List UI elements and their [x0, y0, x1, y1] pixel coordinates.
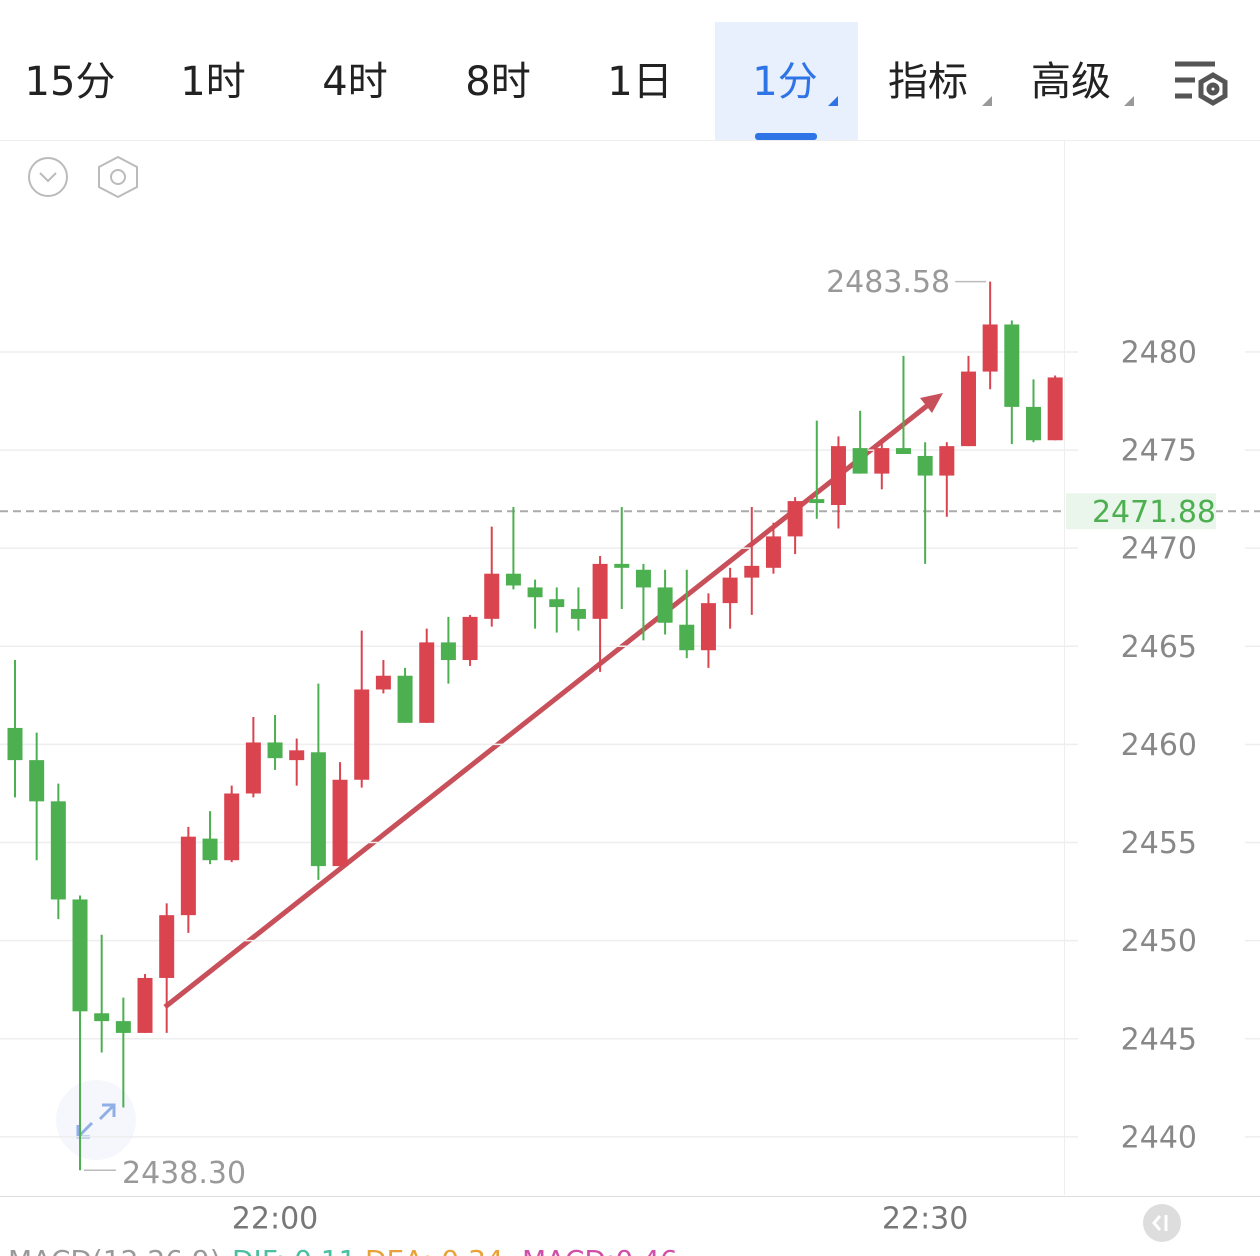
- tab-selected-bg: [715, 22, 858, 140]
- tab[interactable]: 1日: [607, 59, 672, 105]
- settings-icon[interactable]: [1175, 61, 1228, 106]
- x-tick-label: 22:00: [232, 1202, 318, 1237]
- y-tick-label: 2440: [1121, 1120, 1197, 1155]
- candle-body: [614, 563, 630, 568]
- candle-body: [462, 616, 478, 661]
- candle-body: [137, 977, 153, 1033]
- candle-body: [505, 573, 521, 586]
- macd-label: DEA: 0.34: [365, 1244, 504, 1256]
- y-tick-label: 2470: [1121, 532, 1197, 567]
- y-tick-label: 2475: [1121, 434, 1197, 469]
- candle-body: [1025, 406, 1041, 441]
- candle-body: [29, 760, 45, 802]
- candle-body: [830, 446, 846, 506]
- scroll-end-button[interactable]: [1143, 1204, 1181, 1242]
- tab[interactable]: 高级: [1031, 59, 1111, 105]
- candle-body: [570, 609, 586, 619]
- candle-body: [115, 1021, 131, 1033]
- candle-body: [440, 642, 456, 661]
- y-tick-label: 2450: [1121, 924, 1197, 959]
- candle-body: [354, 689, 370, 780]
- trend-arrow: [163, 403, 930, 1009]
- candle-body: [700, 603, 716, 651]
- candle-body: [397, 675, 413, 723]
- dropdown-mark: [828, 96, 838, 106]
- macd-label: DIF: 0.11: [232, 1244, 356, 1256]
- candle-body: [72, 899, 88, 1012]
- y-tick-label: 2455: [1121, 826, 1197, 861]
- candle-body: [245, 742, 261, 794]
- candle-body: [939, 446, 955, 476]
- candle-body: [960, 371, 976, 447]
- candle-body: [375, 675, 391, 690]
- candle-body: [852, 448, 868, 474]
- candle-body: [679, 624, 695, 651]
- candle-body: [765, 536, 781, 568]
- y-tick-label: 2445: [1121, 1022, 1197, 1057]
- candle-body: [657, 587, 673, 623]
- y-tick-label: 2480: [1121, 335, 1197, 370]
- x-tick-label: 22:30: [882, 1202, 968, 1237]
- last-price-label: 2471.88: [1092, 495, 1216, 530]
- candle-body: [484, 573, 500, 619]
- candle-body: [180, 836, 196, 916]
- candle-body: [787, 501, 803, 537]
- candle-body: [1004, 324, 1020, 407]
- candle-body: [982, 324, 998, 372]
- candle-body: [224, 793, 240, 861]
- candle-body: [267, 742, 283, 759]
- candle-body: [917, 455, 933, 476]
- fullscreen-icon[interactable]: [56, 1080, 136, 1160]
- tab-indicator: [755, 133, 817, 140]
- y-tick-label: 2460: [1121, 728, 1197, 763]
- candle-body: [722, 577, 738, 604]
- settings-hex-icon[interactable]: [98, 155, 138, 199]
- candle-body: [874, 448, 890, 474]
- candle-body: [202, 838, 218, 861]
- candle-body: [94, 1013, 110, 1022]
- candle-body: [592, 563, 608, 619]
- candle-body: [332, 779, 348, 867]
- candle-body: [7, 727, 23, 761]
- tab[interactable]: 15分: [25, 59, 116, 105]
- y-tick-label: 2465: [1121, 630, 1197, 665]
- candle-body: [895, 448, 911, 454]
- tab[interactable]: 4时: [322, 59, 387, 105]
- tab[interactable]: 1分: [752, 59, 817, 105]
- tab[interactable]: 指标: [888, 59, 968, 105]
- candle-body: [289, 750, 305, 761]
- candle-body: [310, 752, 326, 867]
- candle-body: [50, 801, 66, 900]
- min-label: 2438.30: [122, 1156, 246, 1191]
- candle-body: [744, 565, 760, 578]
- dropdown-mark: [1124, 96, 1134, 106]
- candle-body: [809, 499, 825, 504]
- candle-body: [635, 569, 651, 588]
- dropdown-mark: [982, 96, 992, 106]
- tab[interactable]: 8时: [465, 59, 530, 105]
- candle-body: [549, 599, 565, 608]
- tab[interactable]: 1时: [180, 59, 245, 105]
- trend-arrow-head: [920, 393, 943, 413]
- collapse-icon[interactable]: [28, 157, 68, 197]
- candle-body: [419, 642, 435, 723]
- candle-body: [1047, 377, 1063, 441]
- candle-body: [159, 915, 175, 978]
- last-price-bg: [1066, 493, 1216, 530]
- max-label: 2483.58: [826, 265, 950, 300]
- macd-label: MACD(12,26,9): [8, 1244, 221, 1256]
- candle-body: [527, 587, 543, 598]
- macd-label: MACD:0.46: [522, 1244, 678, 1256]
